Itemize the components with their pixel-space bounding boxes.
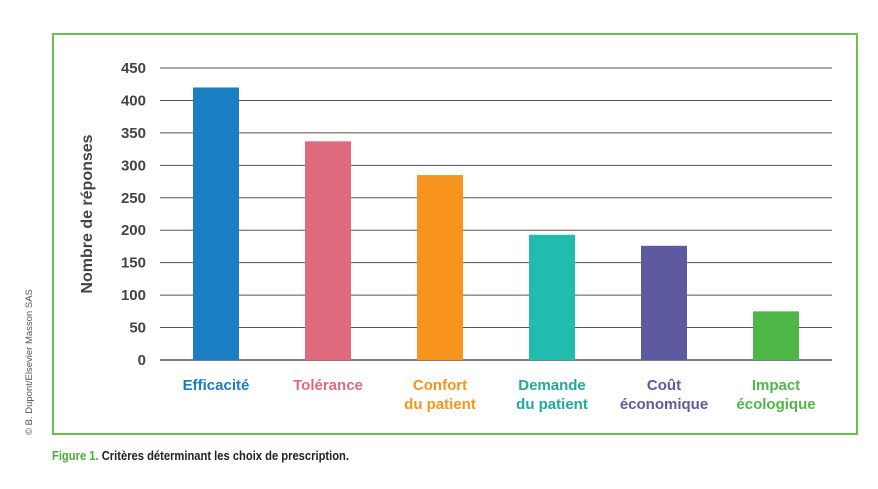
bar [753,311,799,360]
bar [529,234,575,360]
y-tick-label: 100 [121,287,146,304]
y-tick-label: 450 [121,60,146,77]
bar [193,87,239,360]
copyright-notice: © B. Dupont/Elsevier Masson SAS [24,289,35,435]
caption-text: Critères déterminant les choix de prescr… [101,448,349,463]
x-category-label: Impact écologique [736,377,815,413]
y-tick-label: 350 [121,125,146,142]
y-axis-label: Nombre de réponses [79,134,96,293]
y-tick-label: 200 [121,222,146,239]
x-category-label: Demande du patient [516,377,588,413]
x-category-label: Coût économique [620,377,708,413]
chart-frame: 0 50 100 150 200 250 300 350 400 450 Efficacité To… [52,33,858,435]
caption-label: Figure 1. [52,448,99,463]
figure-caption: Figure 1. Critères déterminant les choix… [52,448,349,463]
bar-chart: 0 50 100 150 200 250 300 350 400 450 Efficacité To… [79,60,832,413]
y-tick-label: 150 [121,255,146,272]
y-tick-label: 0 [138,352,146,369]
x-category-label: Confort du patient [404,377,476,413]
x-category-label: Tolérance [293,377,363,394]
y-tick-label: 50 [129,320,146,337]
bar [305,141,351,360]
y-tick-label: 250 [121,190,146,207]
x-category-label: Efficacité [183,377,250,394]
bar [417,175,463,360]
y-tick-label: 400 [121,92,146,109]
y-tick-label: 300 [121,157,146,174]
bar [641,245,687,360]
